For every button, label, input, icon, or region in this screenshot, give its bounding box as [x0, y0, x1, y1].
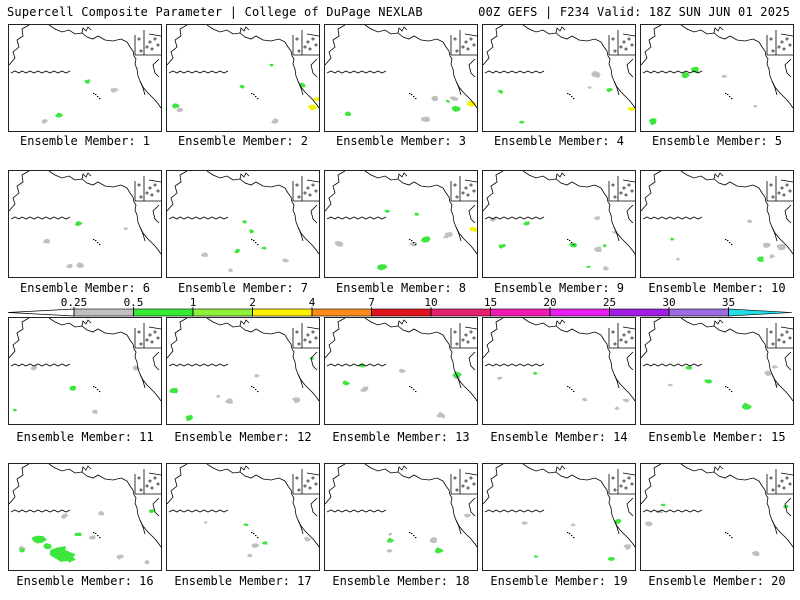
- member-map-canvas: [483, 318, 635, 410]
- member-map-canvas: [641, 25, 793, 126]
- colorbar-segment: [549, 308, 610, 317]
- ensemble-member-label: Ensemble Member: 5: [651, 134, 783, 148]
- ensemble-member-map: [640, 24, 794, 132]
- colorbar-segment: [609, 308, 670, 317]
- ensemble-member-map: [324, 317, 478, 425]
- ensemble-member-label: Ensemble Member: 15: [648, 430, 786, 444]
- ensemble-member-map: [482, 317, 636, 425]
- member-map-canvas: [483, 25, 635, 124]
- ensemble-member-label: Ensemble Member: 1: [19, 134, 151, 148]
- ensemble-member-map: [482, 24, 636, 132]
- colorbar-segment: [73, 308, 134, 317]
- member-map-canvas: [325, 171, 477, 271]
- member-map-canvas: [325, 318, 477, 419]
- ensemble-member-label: Ensemble Member: 16: [16, 574, 154, 588]
- colorbar-tick-label: 30: [662, 297, 675, 309]
- colorbar-high-arrow: [728, 308, 792, 317]
- ensemble-member-label: Ensemble Member: 6: [19, 281, 151, 295]
- colorbar-tick-label: 25: [603, 297, 616, 309]
- ensemble-member-label: Ensemble Member: 8: [335, 281, 467, 295]
- ensemble-member-map: [166, 170, 320, 278]
- ensemble-member-map: [324, 24, 478, 132]
- model-run-info: 00Z GEFS | F234 Valid: 18Z SUN JUN 01 20…: [478, 5, 790, 19]
- ensemble-member-label: Ensemble Member: 9: [493, 281, 625, 295]
- ensemble-member-map: [166, 463, 320, 571]
- ensemble-member-label: Ensemble Member: 18: [332, 574, 470, 588]
- member-map-canvas: [641, 464, 793, 557]
- member-map-canvas: [9, 171, 161, 269]
- member-map-canvas: [167, 25, 319, 124]
- colorbar-tick-label: 35: [722, 297, 735, 309]
- ensemble-member-label: Ensemble Member: 17: [174, 574, 312, 588]
- ensemble-member-map: [324, 463, 478, 571]
- ensemble-member-map: [640, 170, 794, 278]
- colorbar-tick-label: 7: [368, 297, 375, 309]
- member-map-canvas: [9, 464, 161, 565]
- ensemble-member-map: [8, 463, 162, 571]
- colorbar-low-arrow: [8, 308, 75, 317]
- colorbar-segment: [252, 308, 313, 317]
- ensemble-member-label: Ensemble Member: 14: [490, 430, 628, 444]
- ensemble-member-map: [482, 170, 636, 278]
- colorbar-segment: [311, 308, 372, 317]
- colorbar-segment: [668, 308, 729, 317]
- ensemble-member-label: Ensemble Member: 4: [493, 134, 625, 148]
- member-map-canvas: [9, 318, 161, 415]
- ensemble-member-label: Ensemble Member: 19: [490, 574, 628, 588]
- member-map-canvas: [9, 25, 161, 124]
- member-map-canvas: [483, 464, 635, 561]
- ensemble-member-label: Ensemble Member: 11: [16, 430, 154, 444]
- member-map-canvas: [325, 25, 477, 122]
- colorbar-segment: [133, 308, 194, 317]
- member-map-canvas: [325, 464, 477, 554]
- ensemble-member-map: [166, 24, 320, 132]
- colorbar-tick-label: 0.5: [124, 297, 144, 309]
- ensemble-member-map: [482, 463, 636, 571]
- ensemble-member-label: Ensemble Member: 7: [177, 281, 309, 295]
- colorbar-tick-label: 1: [190, 297, 197, 309]
- member-map-canvas: [167, 464, 319, 558]
- colorbar-tick-label: 15: [484, 297, 497, 309]
- member-map-canvas: [641, 171, 793, 262]
- member-map-canvas: [483, 171, 635, 271]
- colorbar-tick-label: 0.25: [61, 297, 88, 309]
- member-map-canvas: [167, 171, 319, 273]
- ensemble-member-label: Ensemble Member: 10: [648, 281, 786, 295]
- ensemble-member-map: [166, 317, 320, 425]
- colorbar-tick-label: 4: [309, 297, 316, 309]
- ensemble-member-label: Ensemble Member: 3: [335, 134, 467, 148]
- colorbar-segment: [371, 308, 432, 317]
- ensemble-member-map: [324, 170, 478, 278]
- colorbar-tick-label: 20: [543, 297, 556, 309]
- chart-title: Supercell Composite Parameter | College …: [7, 5, 423, 19]
- ensemble-member-map: [8, 170, 162, 278]
- colorbar-segment: [490, 308, 551, 317]
- ensemble-member-map: [640, 463, 794, 571]
- ensemble-member-label: Ensemble Member: 20: [648, 574, 786, 588]
- ensemble-member-map: [640, 317, 794, 425]
- ensemble-member-label: Ensemble Member: 12: [174, 430, 312, 444]
- colorbar-legend: 0.25 0.5 1 2 4 7 10 15 20 25 30 35: [8, 297, 792, 317]
- colorbar-segment: [430, 308, 491, 317]
- ensemble-member-label: Ensemble Member: 2: [177, 134, 309, 148]
- colorbar-segment: [192, 308, 253, 317]
- member-map-canvas: [167, 318, 319, 422]
- colorbar-tick-label: 10: [424, 297, 437, 309]
- member-map-canvas: [641, 318, 793, 410]
- ensemble-member-map: [8, 24, 162, 132]
- ensemble-member-map: [8, 317, 162, 425]
- colorbar-tick-label: 2: [249, 297, 256, 309]
- ensemble-member-label: Ensemble Member: 13: [332, 430, 470, 444]
